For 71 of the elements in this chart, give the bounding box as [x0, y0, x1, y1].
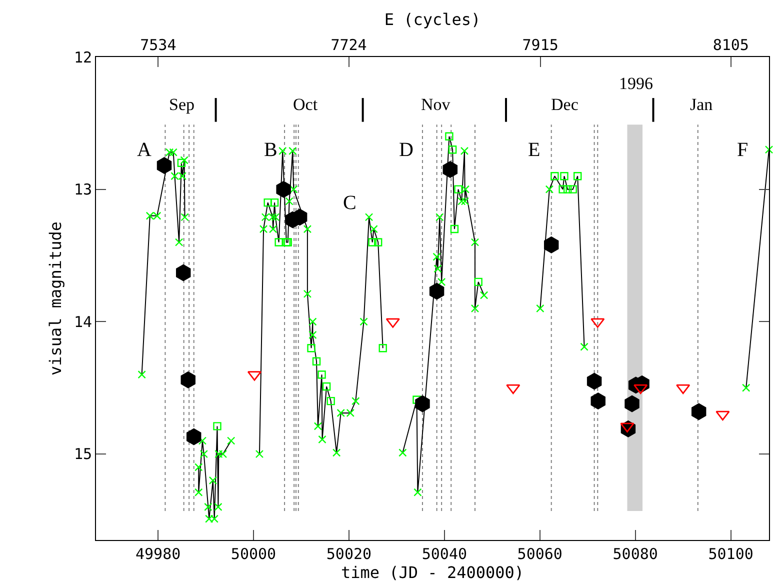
x2-axis-title: E (cycles)	[384, 10, 481, 29]
annotation: Jan	[690, 95, 714, 114]
point	[568, 185, 577, 194]
point	[270, 198, 279, 207]
annotation: F	[737, 139, 748, 161]
point	[318, 370, 326, 379]
point	[180, 371, 196, 388]
point	[590, 392, 606, 410]
point	[445, 132, 454, 140]
point	[307, 344, 316, 352]
annotation: Oct	[293, 95, 318, 114]
annotation: Nov	[421, 95, 451, 114]
point	[213, 422, 222, 430]
point	[448, 146, 457, 154]
point	[368, 238, 376, 246]
point	[429, 282, 444, 300]
point	[378, 344, 387, 352]
point	[560, 172, 568, 180]
point	[415, 395, 430, 412]
x2-tick-label: 7915	[522, 36, 558, 54]
x-tick-label: 50080	[612, 545, 658, 563]
annotation: Dec	[551, 95, 579, 114]
x2-tick-label: 8105	[712, 36, 749, 54]
point	[264, 198, 272, 207]
point	[550, 172, 559, 180]
annotation: E	[528, 139, 540, 161]
point	[276, 180, 291, 198]
point	[624, 395, 640, 412]
x-tick-label: 50040	[422, 545, 468, 563]
point	[312, 357, 321, 366]
point	[326, 396, 335, 406]
y-tick-label: 15	[74, 445, 92, 464]
point	[563, 185, 572, 194]
x-tick-label: 50000	[230, 545, 276, 563]
x-tick-label: 50060	[517, 545, 562, 563]
point	[450, 224, 459, 234]
y-tick-label: 14	[74, 312, 92, 331]
point	[186, 428, 202, 446]
x-tick-label: 50100	[708, 545, 754, 563]
annotation: D	[399, 139, 414, 161]
annotation: C	[343, 192, 356, 214]
x2-tick-label: 7534	[140, 36, 176, 54]
point	[676, 384, 690, 394]
x-tick-label: 49980	[135, 545, 181, 563]
point	[374, 238, 382, 246]
point	[544, 236, 559, 254]
point	[177, 158, 186, 167]
point	[574, 172, 582, 180]
point	[176, 264, 191, 282]
annotation: Sep	[169, 95, 194, 114]
point	[691, 403, 706, 420]
point	[454, 185, 462, 194]
annotation: A	[137, 139, 152, 161]
x-axis-title: time (JD - 2400000)	[340, 563, 524, 582]
point	[634, 384, 648, 394]
y-tick-label: 12	[74, 48, 92, 66]
point	[292, 208, 308, 226]
x2-tick-label: 7724	[330, 36, 367, 54]
point	[322, 382, 331, 391]
point	[506, 384, 520, 394]
x-tick-label: 50020	[326, 545, 372, 563]
y-tick-label: 13	[74, 180, 92, 199]
y-axis-title: visual magnitude	[46, 221, 65, 376]
point	[442, 160, 458, 178]
point	[156, 157, 172, 174]
point	[274, 238, 283, 246]
point	[586, 372, 602, 390]
point	[474, 278, 482, 286]
annotation: 1996	[619, 74, 653, 93]
point	[558, 185, 567, 194]
annotation: B	[264, 139, 278, 161]
